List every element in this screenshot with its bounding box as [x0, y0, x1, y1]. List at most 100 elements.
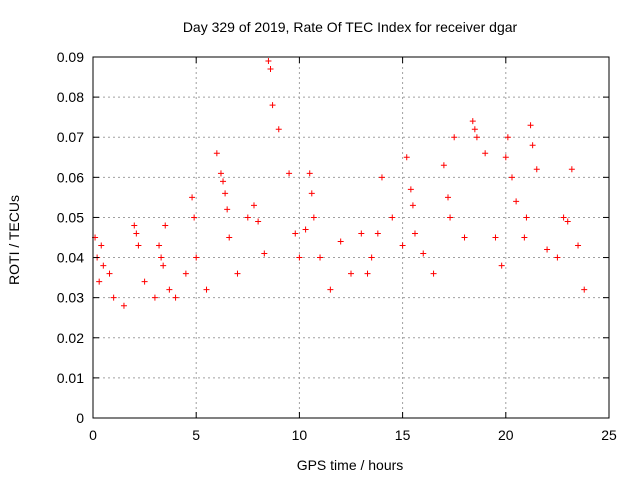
data-point [378, 174, 385, 181]
data-point [133, 230, 140, 237]
data-point [302, 226, 309, 233]
data-point [348, 270, 354, 277]
y-tick-label: 0.04 [57, 250, 84, 266]
x-axis-label: GPS time / hours [297, 457, 404, 473]
data-point [131, 222, 138, 229]
y-axis-ticks: 0 0.01 0.02 0.03 0.04 0.05 0.06 0.07 0.08 0.09 [57, 49, 609, 426]
data-point [403, 154, 410, 161]
x-tick-label: 10 [292, 427, 308, 443]
data-point [100, 262, 107, 269]
data-point [250, 202, 257, 209]
data-point [203, 286, 210, 293]
grid-lines [93, 57, 609, 418]
data-point [106, 270, 113, 277]
data-point [523, 214, 530, 221]
plot-frame [92, 56, 610, 419]
data-point [527, 122, 534, 129]
data-point [269, 102, 276, 109]
x-axis-ticks: 0 5 10 15 20 25 [89, 57, 617, 443]
data-point [389, 214, 396, 221]
data-point [533, 166, 540, 173]
data-point [482, 150, 489, 157]
y-tick-label: 0.05 [57, 209, 84, 225]
y-tick-label: 0.09 [57, 49, 84, 65]
data-point [310, 214, 317, 221]
data-point [226, 234, 233, 241]
data-point [265, 58, 272, 65]
data-point [358, 230, 365, 237]
data-point [110, 294, 117, 301]
data-point [182, 270, 189, 277]
data-point [317, 254, 324, 261]
data-point [234, 270, 241, 277]
data-point [189, 194, 196, 201]
data-point [409, 202, 416, 209]
data-point [502, 154, 509, 161]
data-point [568, 166, 575, 173]
data-point [151, 294, 158, 301]
data-point [461, 234, 468, 241]
data-point [368, 254, 375, 261]
y-tick-label: 0.06 [57, 169, 84, 185]
data-point [244, 214, 251, 221]
data-point [286, 170, 293, 177]
data-point [513, 198, 520, 205]
data-point [498, 262, 505, 269]
data-point [120, 302, 127, 309]
data-point [554, 254, 561, 261]
data-point [451, 134, 458, 141]
data-point [420, 250, 427, 257]
data-point [98, 242, 105, 249]
x-tick-label: 20 [498, 427, 514, 443]
x-tick-label: 5 [192, 427, 200, 443]
data-point [135, 242, 142, 249]
data-point [296, 254, 303, 261]
data-point [445, 194, 452, 201]
data-point [508, 174, 515, 181]
data-point [141, 278, 148, 285]
x-tick-label: 15 [395, 427, 411, 443]
data-point [191, 214, 198, 221]
data-point [560, 214, 567, 221]
data-point [162, 222, 169, 229]
data-point [447, 214, 454, 221]
data-point [473, 134, 480, 141]
data-point [327, 286, 334, 293]
data-point [529, 142, 536, 149]
data-point [275, 126, 282, 133]
data-point [166, 286, 173, 293]
data-point [213, 150, 220, 157]
data-point [471, 126, 478, 133]
data-point [96, 278, 103, 285]
data-point [308, 190, 315, 197]
y-tick-label: 0.02 [57, 330, 84, 346]
y-axis-label: ROTI / TECUs [6, 195, 22, 285]
data-point [220, 178, 227, 185]
data-point [430, 270, 437, 277]
x-tick-label: 25 [601, 427, 617, 443]
data-point [492, 234, 499, 241]
y-tick-label: 0.01 [57, 370, 84, 386]
y-tick-label: 0.03 [57, 290, 84, 306]
data-point [407, 186, 414, 193]
data-point [575, 242, 582, 249]
data-point [224, 206, 231, 213]
y-tick-label: 0.08 [57, 89, 84, 105]
data-point [399, 242, 406, 249]
data-point [292, 230, 299, 237]
data-point [158, 254, 165, 261]
data-point [564, 218, 571, 225]
data-point [217, 170, 224, 177]
data-point [521, 234, 528, 241]
data-point [172, 294, 179, 301]
data-point [222, 190, 229, 197]
data-point [411, 230, 418, 237]
data-point [469, 118, 476, 125]
data-point [544, 246, 551, 253]
data-point [306, 170, 313, 177]
chart-title: Day 329 of 2019, Rate Of TEC Index for r… [183, 19, 518, 35]
y-tick-label: 0.07 [57, 129, 84, 145]
y-tick-label: 0 [76, 410, 84, 426]
data-point [156, 242, 163, 249]
data-point [160, 262, 167, 269]
